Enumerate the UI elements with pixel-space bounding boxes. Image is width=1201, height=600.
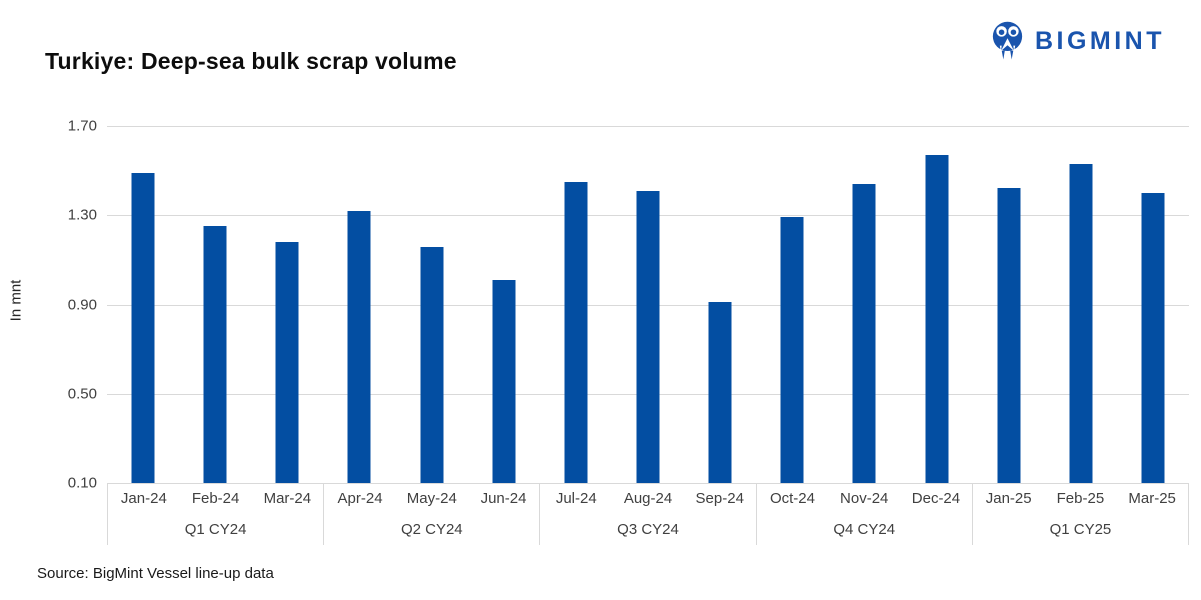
month-label: Mar-24 — [263, 490, 312, 507]
axis-group-Q3-CY24: Jul-24 Aug-24 Sep-24 Q3 CY24 — [539, 483, 755, 545]
bar-slot — [107, 126, 179, 483]
bar-Apr-24 — [347, 210, 371, 483]
month-label: Jan-24 — [120, 490, 167, 507]
bar-slot — [1117, 126, 1189, 483]
quarter-label: Q4 CY24 — [833, 521, 896, 538]
bar-slot — [468, 126, 540, 483]
quarter-label: Q1 CY24 — [184, 521, 247, 538]
y-tick-label: 0.10 — [67, 474, 97, 492]
bar-Sep-24 — [708, 302, 732, 483]
month-label: Feb-25 — [1056, 490, 1105, 507]
quarter-label: Q3 CY24 — [617, 521, 679, 538]
bar-slot — [396, 126, 468, 483]
logo-wordmark: BIGMINT — [1034, 26, 1165, 55]
axis-group-Q4-CY24: Oct-24 Nov-24 Dec-24 Q4 CY24 — [755, 483, 972, 545]
bar-slot — [684, 126, 756, 483]
bar-series — [107, 126, 1189, 483]
bar-slot — [540, 126, 612, 483]
bigmint-logo: BIGMINT — [989, 20, 1165, 62]
bar-slot — [901, 126, 973, 483]
bar-Nov-24 — [852, 184, 876, 483]
bar-Mar-24 — [275, 242, 299, 483]
bar-slot — [179, 126, 251, 483]
month-labels-row: Jul-24 Aug-24 Sep-24 — [540, 483, 755, 514]
month-label: May-24 — [406, 490, 457, 507]
y-tick-label: 1.30 — [67, 206, 97, 224]
quarter-label: Q1 CY25 — [1049, 521, 1112, 538]
month-labels-row: Jan-24 Feb-24 Mar-24 — [108, 483, 323, 514]
bar-slot — [1045, 126, 1117, 483]
bar-Jan-24 — [131, 172, 155, 483]
bar-slot — [756, 126, 828, 483]
bar-Jul-24 — [564, 181, 588, 483]
month-label: Jun-24 — [480, 490, 527, 507]
month-label: Sep-24 — [695, 490, 744, 507]
month-label: Jan-25 — [985, 490, 1032, 507]
bigmint-owl-monogram-icon — [989, 20, 1026, 62]
bar-slot — [828, 126, 900, 483]
y-axis-tick-labels: 1.70 1.30 0.90 0.50 0.10 — [0, 118, 97, 492]
quarter-label: Q2 CY24 — [400, 521, 463, 538]
bar-Mar-25 — [1141, 192, 1165, 483]
month-label: Dec-24 — [911, 490, 961, 507]
axis-group-Q1-CY24: Jan-24 Feb-24 Mar-24 Q1 CY24 — [107, 483, 323, 545]
bar-May-24 — [420, 246, 444, 483]
source-note: Source: BigMint Vessel line-up data — [37, 565, 274, 582]
bar-slot — [323, 126, 395, 483]
page-title: Turkiye: Deep-sea bulk scrap volume — [45, 48, 457, 74]
bar-Aug-24 — [636, 190, 660, 483]
bar-Feb-25 — [1069, 163, 1093, 483]
bar-Feb-24 — [203, 226, 227, 483]
gridline — [107, 126, 1189, 127]
month-label: Apr-24 — [337, 490, 383, 507]
month-labels-row: Apr-24 May-24 Jun-24 — [324, 483, 539, 514]
plot-area — [107, 126, 1189, 484]
bar-Jan-25 — [997, 188, 1021, 483]
month-labels-row: Jan-25 Feb-25 Mar-25 — [973, 483, 1188, 514]
month-label: Oct-24 — [769, 490, 815, 507]
bar-Jun-24 — [492, 279, 516, 483]
y-tick-label: 1.70 — [67, 117, 97, 135]
bar-Dec-24 — [925, 155, 949, 483]
bar-slot — [973, 126, 1045, 483]
axis-group-Q1-CY25: Jan-25 Feb-25 Mar-25 Q1 CY25 — [971, 483, 1190, 545]
month-labels-row: Oct-24 Nov-24 Dec-24 — [757, 483, 972, 514]
month-label: Aug-24 — [623, 490, 673, 507]
x-axis: Jan-24 Feb-24 Mar-24 Q1 CY24 Apr-24 May-24 Jun… — [107, 483, 1190, 545]
month-label: Feb-24 — [191, 490, 240, 507]
bar-slot — [251, 126, 323, 483]
y-tick-label: 0.90 — [67, 296, 97, 313]
month-label: Mar-25 — [1128, 490, 1176, 507]
axis-group-Q2-CY24: Apr-24 May-24 Jun-24 Q2 CY24 — [323, 483, 539, 545]
month-label: Jul-24 — [555, 490, 597, 507]
month-label: Nov-24 — [840, 490, 889, 507]
bar-Oct-24 — [780, 217, 804, 483]
bar-slot — [612, 126, 684, 483]
y-tick-label: 0.50 — [67, 385, 97, 403]
